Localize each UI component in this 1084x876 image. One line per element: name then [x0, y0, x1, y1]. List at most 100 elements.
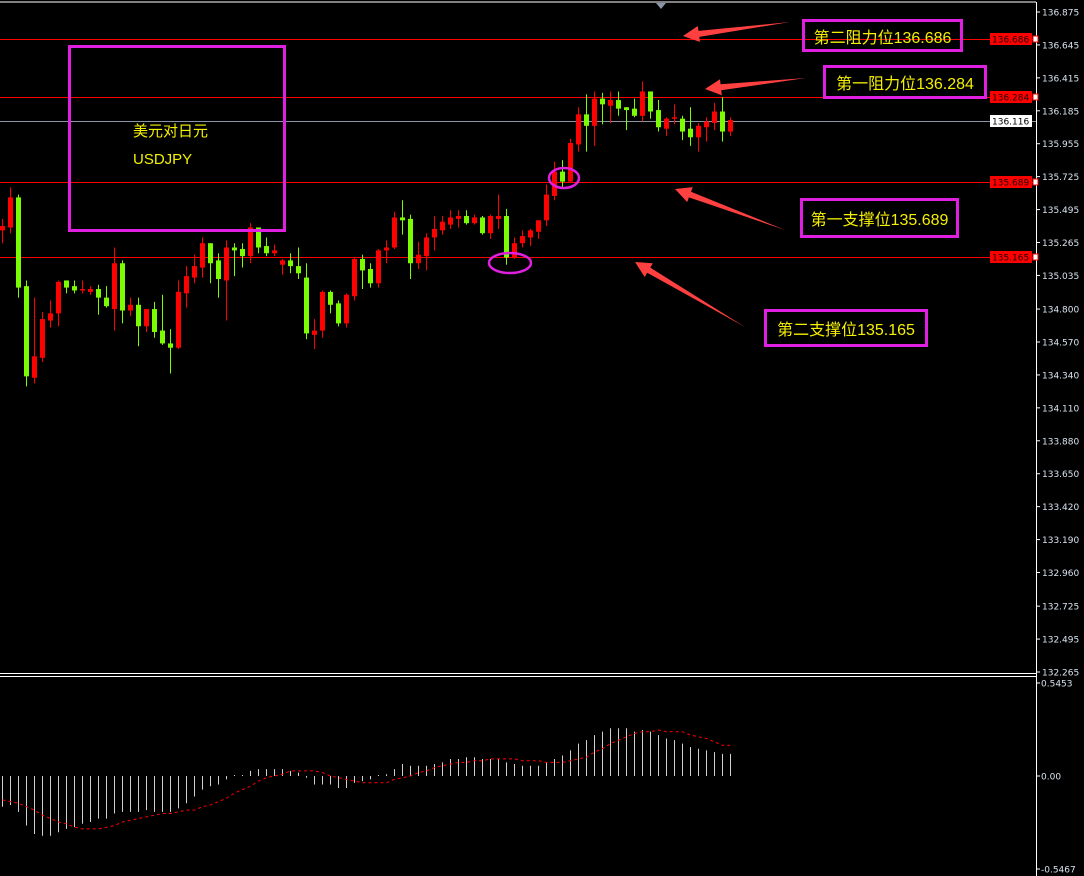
axis-label: 134.340 [1042, 371, 1079, 381]
axis-label: 135.265 [1042, 239, 1079, 249]
candle-body [376, 250, 381, 284]
arrow-icon [683, 22, 790, 42]
candle [592, 91, 597, 146]
candle [192, 254, 197, 284]
candle-body [632, 108, 637, 116]
candle-body [696, 125, 701, 138]
candle [40, 311, 45, 363]
candle [488, 214, 493, 239]
candle-body [648, 91, 653, 112]
candle-body [720, 111, 725, 132]
candle-body [232, 247, 237, 251]
candle-body [464, 216, 469, 224]
candle-body [224, 247, 229, 281]
candle-body [96, 289, 101, 298]
candle-body [288, 260, 293, 267]
candle [232, 243, 237, 277]
candle [400, 200, 405, 235]
candle [16, 194, 21, 298]
candle-body [8, 197, 13, 228]
candle [464, 210, 469, 225]
candle-body [616, 100, 621, 109]
axis-label: 132.725 [1042, 603, 1079, 613]
candle-body [664, 118, 669, 129]
candle [352, 257, 357, 301]
candle-body [32, 356, 37, 378]
candle [720, 97, 725, 142]
candle-body [496, 216, 501, 219]
axis-label: 132.960 [1042, 569, 1079, 579]
level-lines [0, 39, 1036, 258]
candle [536, 220, 541, 239]
symbol-box: 美元对日元 USDJPY [68, 45, 286, 232]
candle-body [416, 254, 421, 264]
candle-body [680, 118, 685, 132]
candle [152, 301, 157, 338]
highlight-ellipses [487, 166, 581, 275]
candle-body [312, 330, 317, 335]
candle [600, 92, 605, 125]
candle-body [192, 266, 197, 278]
current-price-tag [990, 115, 1032, 127]
candle-body [56, 281, 61, 314]
candle-body [472, 217, 477, 224]
candle-body [208, 243, 213, 264]
candle [584, 94, 589, 152]
candle [424, 233, 429, 271]
level-tag [990, 251, 1032, 263]
shift-marker-icon[interactable] [656, 3, 666, 9]
candle-body [40, 319, 45, 358]
candle [272, 244, 277, 257]
macd-signal-line [2, 729, 731, 830]
current-price-label: 136.116 [992, 118, 1029, 128]
level-tag [990, 176, 1032, 188]
candle [408, 214, 413, 280]
level-tag-label: 135.689 [992, 179, 1029, 189]
candle [304, 263, 309, 340]
candle-body [248, 227, 253, 257]
candle [280, 258, 285, 275]
axis-label: 133.420 [1042, 503, 1079, 513]
candle-body [144, 309, 149, 327]
candle [128, 297, 133, 317]
candle [544, 184, 549, 227]
candle-body [512, 243, 517, 258]
candle [360, 254, 365, 290]
chart-frame [0, 1, 1037, 876]
candle-body [104, 297, 109, 307]
candle [568, 138, 573, 184]
candle [512, 237, 517, 259]
candle-body [408, 218, 413, 264]
candle [528, 228, 533, 247]
candle-body [544, 194, 549, 221]
candle [344, 293, 349, 328]
candle [144, 309, 149, 332]
candle-body [184, 276, 189, 294]
candle-body [688, 128, 693, 138]
candle [320, 290, 325, 338]
candle-body [216, 260, 221, 280]
axis-label: 135.725 [1042, 173, 1079, 183]
arrow-icon [675, 187, 785, 230]
candle [688, 107, 693, 146]
candle [624, 107, 629, 131]
candle-body [488, 216, 493, 234]
candle-body [168, 343, 173, 348]
macd-axis-label: 0.00 [1041, 773, 1061, 783]
macd-axis-label: 0.5453 [1041, 680, 1073, 690]
candle [640, 81, 645, 122]
candle-body [432, 228, 437, 238]
candle-body [400, 217, 405, 221]
axis-label: 133.190 [1042, 536, 1079, 546]
candle-body [352, 258, 357, 297]
candle-body [120, 263, 125, 311]
candle [288, 253, 293, 274]
candle [184, 266, 189, 308]
arrow-icon [705, 78, 806, 96]
candle-body [128, 304, 133, 311]
annotation-resistance-1: 第一阻力位136.284 [823, 65, 987, 99]
candle [24, 280, 29, 387]
candle [96, 284, 101, 315]
candle [368, 263, 373, 288]
candle-body [272, 250, 277, 254]
